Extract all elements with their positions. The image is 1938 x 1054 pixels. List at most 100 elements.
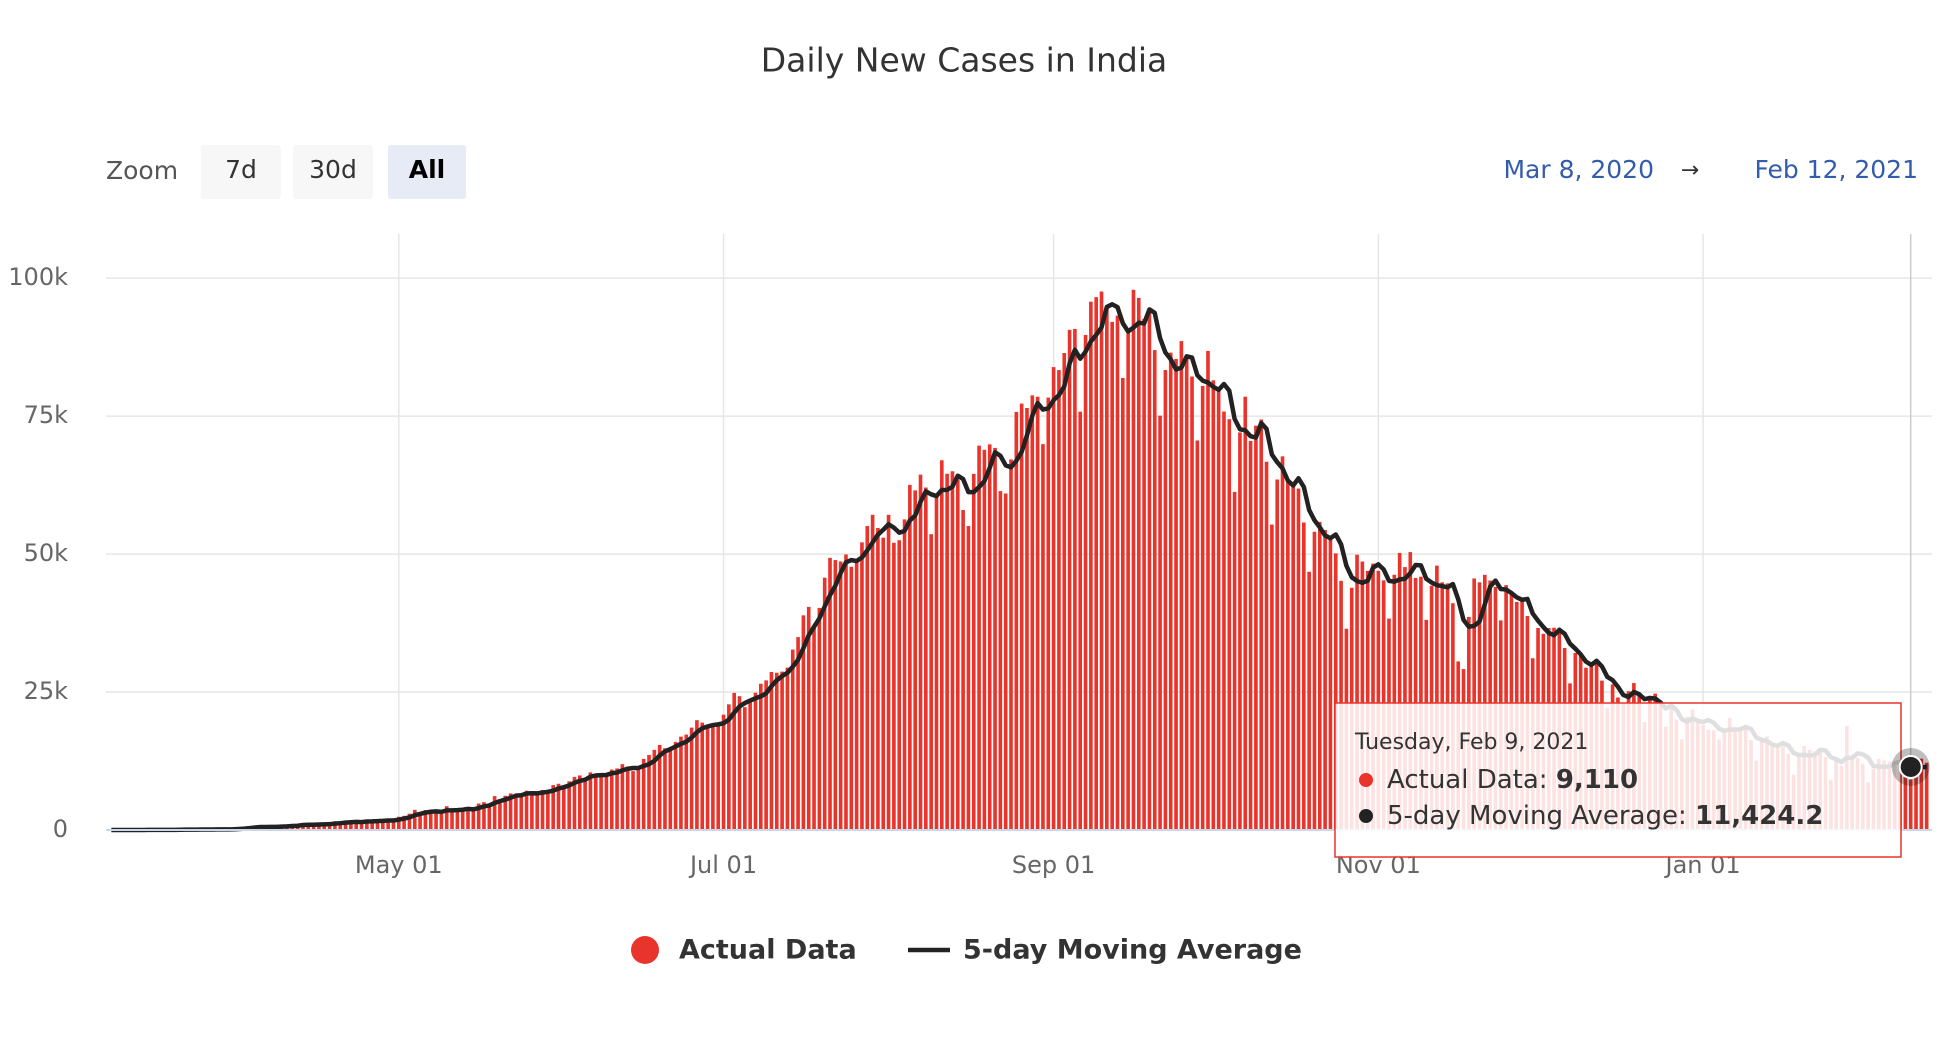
bar — [1046, 397, 1051, 830]
bar — [508, 793, 513, 830]
bar — [918, 474, 923, 830]
bar — [934, 493, 939, 830]
bar — [833, 560, 838, 830]
bar — [679, 736, 683, 830]
legend-label[interactable]: Actual Data — [679, 935, 857, 966]
line — [111, 302, 1927, 833]
range-to[interactable]: Feb 12, 2021 — [1754, 155, 1918, 184]
bar — [758, 683, 763, 830]
bar — [1403, 567, 1407, 830]
bar — [870, 514, 875, 830]
tooltip: Tuesday, Feb 9, 2021 Actual Data: 9,110 5-… — [1334, 702, 1902, 858]
bar — [1216, 391, 1221, 830]
bar — [902, 519, 907, 830]
bar — [1190, 376, 1194, 830]
bar — [572, 776, 577, 830]
bar — [636, 769, 641, 830]
bar — [1222, 411, 1226, 830]
bar — [1105, 309, 1109, 830]
bar — [1035, 396, 1040, 830]
bar — [498, 799, 502, 830]
bar — [1147, 307, 1152, 830]
range-from[interactable]: Mar 8, 2020 — [1503, 155, 1654, 184]
bar — [1062, 353, 1067, 830]
tooltip-bullet — [1359, 773, 1373, 787]
bar — [892, 542, 896, 830]
bar — [391, 820, 396, 830]
bar — [311, 825, 316, 830]
zoom-button-label[interactable]: 30d — [309, 155, 357, 184]
bar — [1435, 565, 1439, 830]
bar — [487, 804, 492, 830]
bar — [381, 819, 385, 830]
bar — [1019, 403, 1024, 830]
bar — [647, 755, 651, 830]
bar — [844, 554, 848, 830]
bar — [1083, 334, 1088, 830]
zoom-button-label[interactable]: 7d — [225, 155, 257, 184]
bar — [625, 766, 630, 830]
bar — [1195, 440, 1200, 830]
bar — [423, 810, 428, 830]
bar — [1025, 407, 1029, 830]
bar — [727, 704, 731, 830]
bar — [343, 821, 348, 830]
bar — [418, 813, 422, 830]
y-tick-label: 100k — [8, 263, 68, 291]
legend-item[interactable]: Actual Data — [631, 935, 857, 966]
bar — [838, 561, 843, 830]
bar — [1903, 764, 1908, 830]
bar — [1067, 329, 1072, 830]
bar — [1078, 411, 1083, 830]
bar — [466, 807, 470, 830]
bar — [1264, 461, 1269, 830]
bar — [769, 671, 774, 830]
bar — [780, 671, 784, 830]
bar — [482, 802, 486, 830]
zoom-button[interactable]: 30d — [293, 145, 373, 199]
x-tick-label: Jul 01 — [688, 851, 757, 879]
bar — [434, 811, 438, 830]
bar — [1323, 529, 1327, 830]
bar — [1184, 358, 1189, 830]
zoom-button-bg — [293, 145, 373, 199]
bar — [700, 722, 705, 830]
bar — [1030, 395, 1035, 830]
bar — [604, 774, 609, 830]
bar — [1291, 486, 1295, 830]
bar — [460, 809, 465, 830]
zoom-button[interactable]: All — [388, 145, 466, 199]
bar — [854, 562, 859, 830]
bar — [407, 813, 412, 830]
bar — [583, 777, 587, 830]
bar — [801, 615, 806, 830]
bar — [1099, 291, 1104, 831]
legend-item[interactable]: 5-day Moving Average — [908, 935, 1302, 966]
bar — [1014, 411, 1019, 830]
range-separator: → — [1681, 158, 1699, 183]
bar — [530, 794, 534, 830]
bar — [1919, 758, 1924, 830]
bar — [1333, 553, 1338, 830]
bar — [503, 795, 508, 830]
bar — [987, 444, 992, 830]
bar — [599, 774, 603, 830]
zoom-button[interactable]: 7d — [201, 145, 281, 199]
bar — [1041, 444, 1045, 830]
legend-label[interactable]: 5-day Moving Average — [963, 935, 1302, 966]
bar — [519, 793, 524, 830]
zoom-button-label[interactable]: All — [409, 155, 446, 184]
bar — [774, 672, 779, 830]
bar — [450, 810, 454, 830]
bar — [732, 692, 736, 830]
bar — [684, 734, 689, 830]
bar — [1168, 352, 1173, 830]
bar — [439, 812, 444, 830]
bar — [1914, 768, 1918, 830]
bar — [1179, 341, 1184, 830]
bar — [1073, 328, 1077, 830]
bar — [1126, 332, 1130, 830]
bar — [1051, 367, 1056, 830]
bar — [1094, 297, 1099, 830]
bar — [652, 749, 657, 830]
